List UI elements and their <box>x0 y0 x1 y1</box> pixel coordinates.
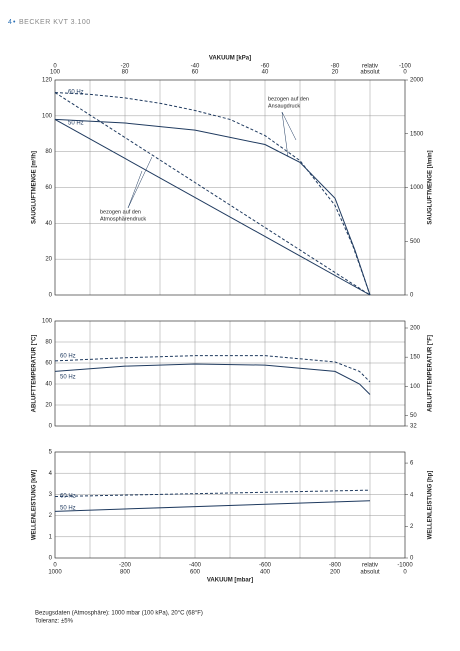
plot-frame <box>54 451 406 559</box>
y2-tick-label: 50 <box>410 413 417 419</box>
x-tick-label: -1000 <box>397 563 413 569</box>
footer-tolerance: Toleranz: ±5% <box>35 619 74 625</box>
y-tick-label: 4 <box>49 471 53 477</box>
series-line <box>54 363 371 395</box>
y2-tick-label: 0 <box>410 293 414 299</box>
x-tick-label-absolute: 0 <box>403 570 407 576</box>
annotation: bezogen auf den <box>100 209 141 215</box>
y2-axis-label: SAUGLUFTMENGE [l/min] <box>428 150 434 224</box>
y-tick-label: 40 <box>45 221 52 227</box>
y-axis-label: WELLENLEISTUNG [kW] <box>32 470 38 540</box>
series-label: 60 Hz <box>60 354 76 360</box>
x-tick-label: 0 <box>53 563 57 569</box>
x-tick-label-absolute: 20 <box>332 70 339 76</box>
series-line <box>54 118 371 296</box>
y2-tick-label: 2 <box>410 524 414 530</box>
series-label: 50 Hz <box>60 375 76 381</box>
y-axis-label: ABLUFTTEMPERATUR [°C] <box>32 335 38 413</box>
y-tick-label: 40 <box>45 382 52 388</box>
y2-tick-label: 1500 <box>410 131 424 137</box>
y2-axis-label: ABLUFTTEMPERATUR [°F] <box>428 335 434 412</box>
x-tick-label-absolute: 600 <box>190 570 201 576</box>
header-title: BECKER KVT 3.100 <box>19 19 91 26</box>
y-tick-label: 120 <box>42 78 53 84</box>
x-tick-label-absolute: 80 <box>122 70 129 76</box>
series-label: 60 Hz <box>68 90 84 96</box>
series-label: 60 Hz <box>60 494 76 500</box>
y-axis-label: SAUGLUFTMENGE [m³/h] <box>31 151 38 224</box>
plot-frame <box>54 79 406 296</box>
y2-tick-label: 100 <box>410 384 421 390</box>
y-tick-label: 60 <box>45 361 52 367</box>
annotation: Ansaugdruck <box>268 103 300 109</box>
bullet: • <box>13 19 16 26</box>
x-tick-label-absolute: 60 <box>192 70 199 76</box>
annotation-arrows <box>127 111 297 209</box>
x-tick-label-absolute: absolut <box>360 570 380 576</box>
x-tick-label: -400 <box>189 563 202 569</box>
x-tick-label: -40 <box>191 64 200 70</box>
x-tick-label-absolute: 100 <box>50 70 61 76</box>
x-tick-label: relativ <box>362 563 378 569</box>
annotation: bezogen auf den <box>268 96 309 102</box>
series-line <box>54 500 371 512</box>
y2-tick-label: 6 <box>410 461 414 467</box>
y2-tick-label: 0 <box>410 556 414 562</box>
plot-frame <box>54 320 406 427</box>
x-tick-label-absolute: absolut <box>360 70 380 76</box>
y-tick-label: 80 <box>45 340 52 346</box>
x-tick-label-absolute: 400 <box>260 570 271 576</box>
page-number: 4 <box>8 19 12 26</box>
y-tick-label: 0 <box>49 556 53 562</box>
series-line <box>54 118 371 296</box>
x-axis-title: VAKUUM [mbar] <box>207 578 253 584</box>
y2-tick-label: 4 <box>410 492 414 498</box>
y2-tick-label: 2000 <box>410 78 424 84</box>
x-tick-label: -800 <box>329 563 342 569</box>
x-tick-label-absolute: 1000 <box>48 570 62 576</box>
series-line <box>54 355 371 383</box>
series-line <box>54 92 371 296</box>
x-tick-label-absolute: 200 <box>330 570 341 576</box>
y-tick-label: 100 <box>42 113 53 119</box>
y2-tick-label: 200 <box>410 326 421 332</box>
series-line <box>54 92 371 296</box>
x-tick-label: -600 <box>259 563 272 569</box>
x-tick-label: -20 <box>121 64 130 70</box>
x-tick-label: -60 <box>261 64 270 70</box>
x-axis-title: VAKUUM [kPa] <box>209 56 251 62</box>
x-tick-label: -100 <box>399 64 412 70</box>
x-tick-label: -80 <box>331 64 340 70</box>
footer-reference: Bezugsdaten (Atmosphäre): 1000 mbar (100… <box>35 611 203 617</box>
y-tick-label: 80 <box>45 149 52 155</box>
x-tick-label: -200 <box>119 563 132 569</box>
x-tick-label-absolute: 800 <box>120 570 131 576</box>
y-tick-label: 0 <box>49 293 53 299</box>
y-tick-label: 100 <box>42 319 53 325</box>
x-tick-label: relativ <box>362 64 378 70</box>
series-label: 50 Hz <box>68 121 84 127</box>
series-line <box>54 489 371 498</box>
y-tick-label: 20 <box>45 257 52 263</box>
x-tick-label-absolute: 40 <box>262 70 269 76</box>
x-tick-label-absolute: 0 <box>403 70 407 76</box>
x-tick-label: 0 <box>53 64 57 70</box>
y-tick-label: 60 <box>45 185 52 191</box>
y-tick-label: 0 <box>49 424 53 430</box>
y-tick-label: 3 <box>49 492 53 498</box>
y-tick-label: 2 <box>49 513 53 519</box>
y-tick-label: 20 <box>45 403 52 409</box>
y2-tick-label: 150 <box>410 355 421 361</box>
y2-tick-label: 1000 <box>410 185 424 191</box>
y2-tick-label: 500 <box>410 239 421 245</box>
series-label: 50 Hz <box>60 506 76 512</box>
y2-tick-label: 32 <box>410 424 417 430</box>
y-tick-label: 5 <box>49 450 53 456</box>
y2-axis-label: WELLENLEISTUNG [hp] <box>428 471 434 540</box>
y-tick-label: 1 <box>49 534 53 540</box>
annotation: Atmosphärendruck <box>100 216 146 222</box>
